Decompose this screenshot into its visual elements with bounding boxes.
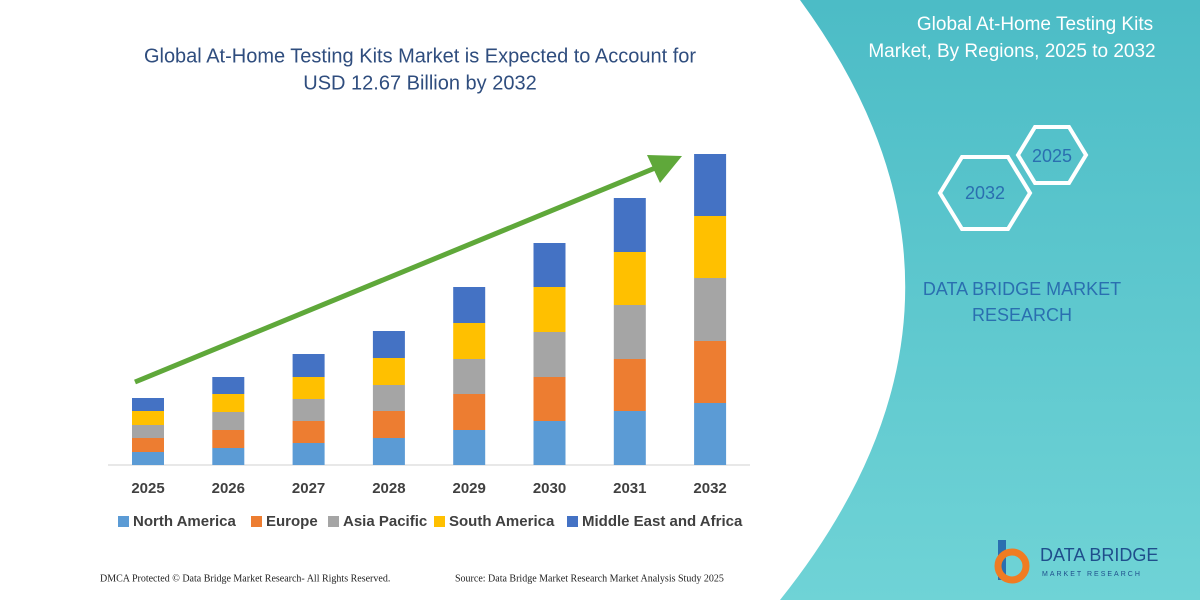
legend-swatch <box>118 516 129 527</box>
legend-swatch <box>328 516 339 527</box>
bar-segment <box>372 438 405 465</box>
bar-segment <box>613 411 646 465</box>
footer-right: Source: Data Bridge Market Research Mark… <box>455 573 724 584</box>
bar-segment <box>132 398 164 411</box>
x-tick-label: 2026 <box>212 480 245 497</box>
bar-segment <box>212 394 245 412</box>
bar-segment <box>372 385 405 411</box>
bar-segment <box>292 399 325 421</box>
bar-segment <box>292 443 325 465</box>
bar-segment <box>453 323 486 359</box>
hexagon <box>937 155 1033 231</box>
hexagon <box>1015 125 1089 185</box>
legend-swatch <box>567 516 578 527</box>
bar-segment <box>694 216 727 278</box>
bar-segment <box>292 377 325 399</box>
x-tick-label: 2027 <box>292 480 325 497</box>
bar-segment <box>694 403 727 465</box>
bar-segment <box>533 243 566 287</box>
trend-arrow <box>134 155 682 385</box>
legend-swatch <box>434 516 445 527</box>
bar-segment <box>292 354 325 377</box>
x-tick-label: 2031 <box>613 480 646 497</box>
side-panel <box>780 0 1200 600</box>
bar-segment <box>453 287 486 323</box>
bar-segment <box>132 425 164 438</box>
panel-title: Market, By Regions, 2025 to 2032 <box>868 41 1155 62</box>
bar-segment <box>453 430 486 465</box>
bars <box>132 154 727 465</box>
bar-segment <box>533 287 566 332</box>
bar-segment <box>212 412 245 430</box>
logo-text: DATA BRIDGE <box>1040 545 1158 565</box>
legend-label: Middle East and Africa <box>582 513 743 530</box>
bar-segment <box>694 278 727 341</box>
bar-segment <box>132 438 164 452</box>
logo-tagline: MARKET RESEARCH <box>1042 571 1142 578</box>
x-tick-label: 2028 <box>372 480 405 497</box>
x-tick-label: 2025 <box>131 480 164 497</box>
x-tick-label: 2029 <box>453 480 486 497</box>
bar-segment <box>372 411 405 438</box>
bar-segment <box>613 305 646 359</box>
x-tick-label: 2030 <box>533 480 566 497</box>
bar-segment <box>533 421 566 465</box>
legend-label: South America <box>449 513 555 530</box>
bar-segment <box>694 154 727 216</box>
bar-segment <box>132 452 164 465</box>
brand-text: DATA BRIDGE MARKET <box>923 279 1121 299</box>
bar-segment <box>212 448 245 465</box>
bar-segment <box>372 358 405 385</box>
bar-segment <box>372 331 405 358</box>
bar-segment <box>613 198 646 252</box>
legend-swatch <box>251 516 262 527</box>
panel-title: Global At-Home Testing Kits <box>917 14 1153 35</box>
bar-segment <box>212 430 245 448</box>
bar-segment <box>613 359 646 411</box>
legend-label: North America <box>133 513 236 530</box>
bar-segment <box>453 394 486 430</box>
bar-segment <box>132 411 164 425</box>
chart-title: Global At-Home Testing Kits Market is Ex… <box>144 45 696 67</box>
legend-label: Asia Pacific <box>343 513 427 530</box>
bar-segment <box>292 421 325 443</box>
brand-text: RESEARCH <box>972 305 1072 325</box>
footer-left: DMCA Protected © Data Bridge Market Rese… <box>100 573 390 584</box>
chart-subtitle: USD 12.67 Billion by 2032 <box>303 72 536 94</box>
legend-label: Europe <box>266 513 318 530</box>
logo <box>994 540 1030 584</box>
bar-segment <box>694 341 727 403</box>
bar-segment <box>613 252 646 305</box>
hex-label: 2032 <box>965 183 1005 203</box>
bar-segment <box>533 332 566 377</box>
bar-segment <box>533 377 566 421</box>
hex-label: 2025 <box>1032 146 1072 166</box>
x-tick-label: 2032 <box>693 480 726 497</box>
bar-segment <box>453 359 486 394</box>
bar-segment <box>212 377 245 394</box>
